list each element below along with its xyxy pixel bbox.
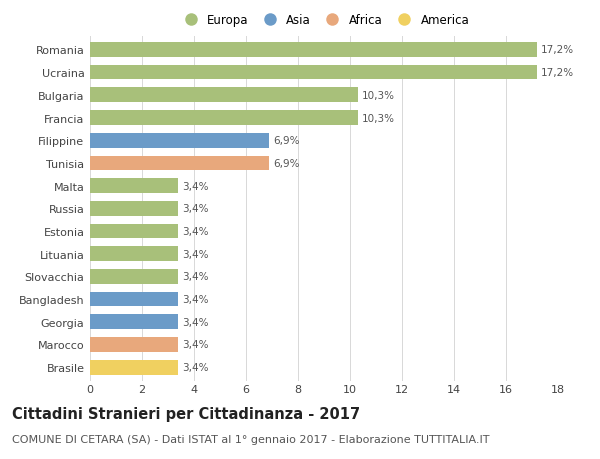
Text: 3,4%: 3,4% <box>182 363 209 372</box>
Bar <box>90 337 178 352</box>
Text: 10,3%: 10,3% <box>362 90 395 101</box>
Text: 3,4%: 3,4% <box>182 181 209 191</box>
Text: 6,9%: 6,9% <box>274 158 300 168</box>
Bar <box>90 179 178 194</box>
Text: 10,3%: 10,3% <box>362 113 395 123</box>
Text: 6,9%: 6,9% <box>274 136 300 146</box>
Text: 17,2%: 17,2% <box>541 68 574 78</box>
Legend: Europa, Asia, Africa, America: Europa, Asia, Africa, America <box>179 14 469 28</box>
Text: 3,4%: 3,4% <box>182 249 209 259</box>
Text: 3,4%: 3,4% <box>182 272 209 282</box>
Bar <box>90 88 358 103</box>
Bar <box>90 269 178 284</box>
Bar <box>90 247 178 262</box>
Text: COMUNE DI CETARA (SA) - Dati ISTAT al 1° gennaio 2017 - Elaborazione TUTTITALIA.: COMUNE DI CETARA (SA) - Dati ISTAT al 1°… <box>12 434 490 444</box>
Bar <box>90 66 537 80</box>
Text: 17,2%: 17,2% <box>541 45 574 55</box>
Text: 3,4%: 3,4% <box>182 226 209 236</box>
Bar <box>90 292 178 307</box>
Bar <box>90 224 178 239</box>
Bar <box>90 202 178 216</box>
Text: 3,4%: 3,4% <box>182 317 209 327</box>
Bar <box>90 360 178 375</box>
Bar <box>90 43 537 58</box>
Bar <box>90 156 269 171</box>
Text: 3,4%: 3,4% <box>182 204 209 214</box>
Text: 3,4%: 3,4% <box>182 294 209 304</box>
Bar <box>90 134 269 148</box>
Text: Cittadini Stranieri per Cittadinanza - 2017: Cittadini Stranieri per Cittadinanza - 2… <box>12 406 360 421</box>
Text: 3,4%: 3,4% <box>182 340 209 350</box>
Bar <box>90 111 358 126</box>
Bar <box>90 315 178 330</box>
